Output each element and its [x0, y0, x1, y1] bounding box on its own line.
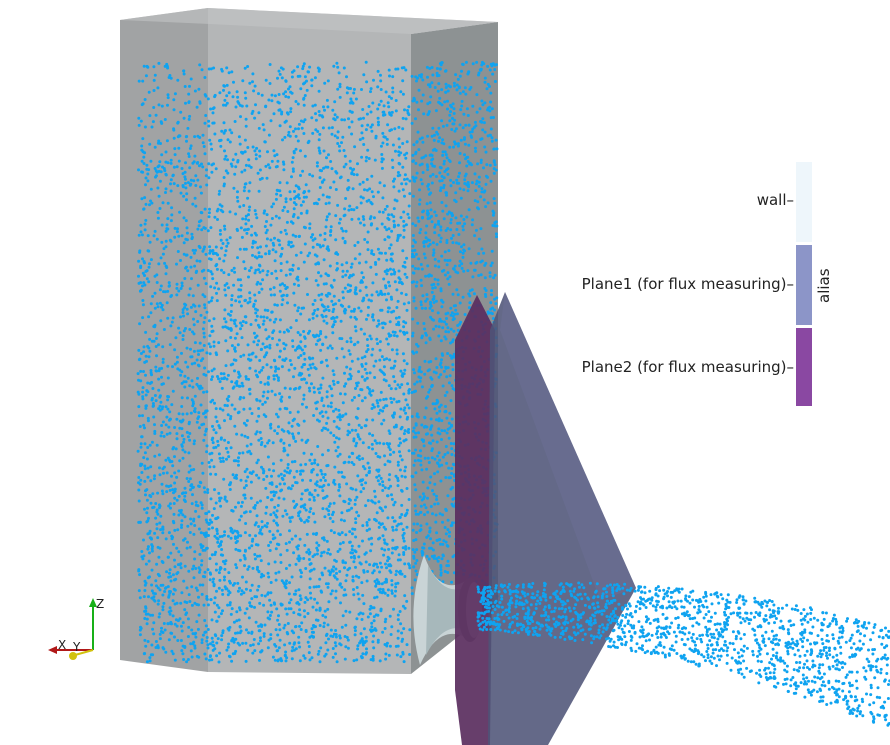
axis-z-label: Z: [96, 597, 105, 611]
particles-jet: [476, 581, 890, 727]
plane2-flux-surface: [455, 295, 495, 745]
legend-label-plane2: Plane2 (for flux measuring)–: [581, 358, 794, 376]
legend-title: alias: [815, 268, 833, 303]
tank-back-face: [208, 8, 498, 674]
legend-label-plane1: Plane1 (for flux measuring)–: [581, 275, 794, 293]
legend-label-wall: wall–: [756, 191, 794, 209]
tank-top-rim: [120, 8, 498, 34]
legend-swatch-plane2: [796, 328, 812, 406]
plane1-highlight: [500, 292, 636, 600]
legend-swatch-plane1: [796, 245, 812, 325]
tank-left-face: [120, 8, 208, 672]
legend-swatch-wall: [796, 162, 812, 242]
orientation-axes-widget: [48, 598, 97, 660]
axis-x-label: X: [58, 638, 67, 652]
axis-y-label: Y: [73, 640, 81, 654]
